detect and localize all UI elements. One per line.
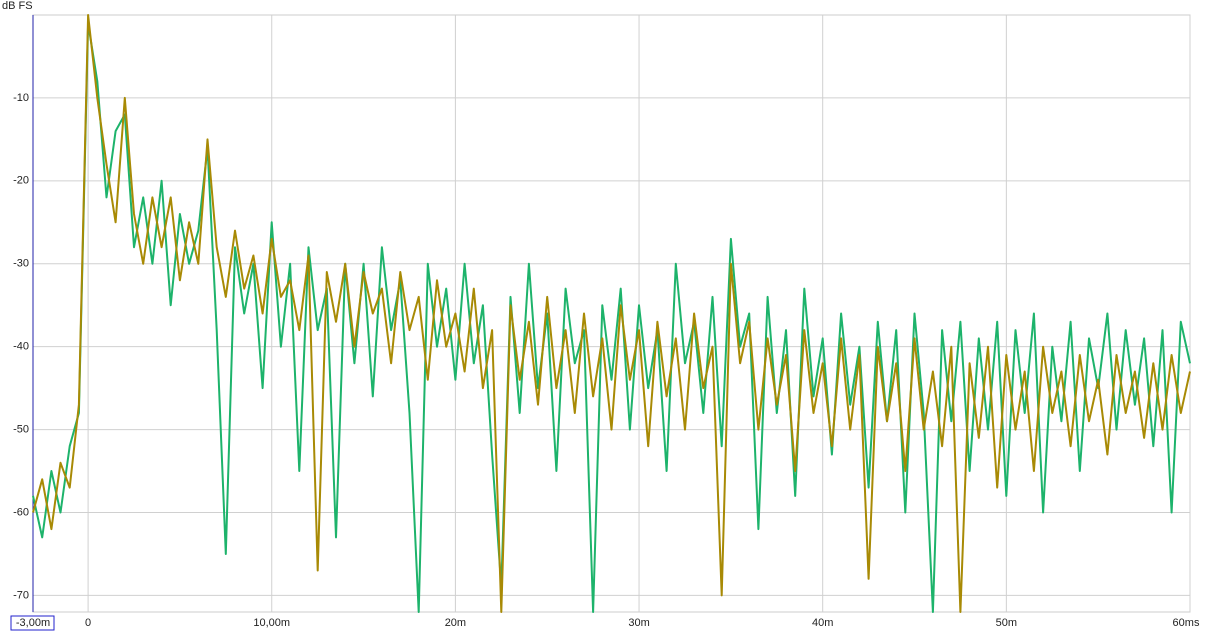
y-tick-label: -40 bbox=[13, 341, 29, 353]
x-start-box bbox=[10, 615, 55, 631]
y-tick-label: -20 bbox=[13, 175, 29, 187]
series-line bbox=[32, 14, 1191, 613]
x-tick-label: 50m bbox=[996, 617, 1017, 629]
x-tick-label: 40m bbox=[812, 617, 833, 629]
y-tick-label: -10 bbox=[13, 92, 29, 104]
y-tick-label: -70 bbox=[13, 589, 29, 601]
y-tick-label: -60 bbox=[13, 506, 29, 518]
x-tick-label: 30m bbox=[628, 617, 649, 629]
x-tick-label: 20m bbox=[445, 617, 466, 629]
x-tick-label: 60ms bbox=[1173, 617, 1200, 629]
x-tick-label: -3,00m bbox=[16, 617, 50, 629]
y-axis-label: dB FS bbox=[2, 0, 33, 12]
y-tick-label: -30 bbox=[13, 258, 29, 270]
x-tick-label: 10,00m bbox=[253, 617, 290, 629]
series-line bbox=[32, 22, 1191, 613]
x-tick-label: 0 bbox=[85, 617, 91, 629]
y-tick-label: -50 bbox=[13, 423, 29, 435]
